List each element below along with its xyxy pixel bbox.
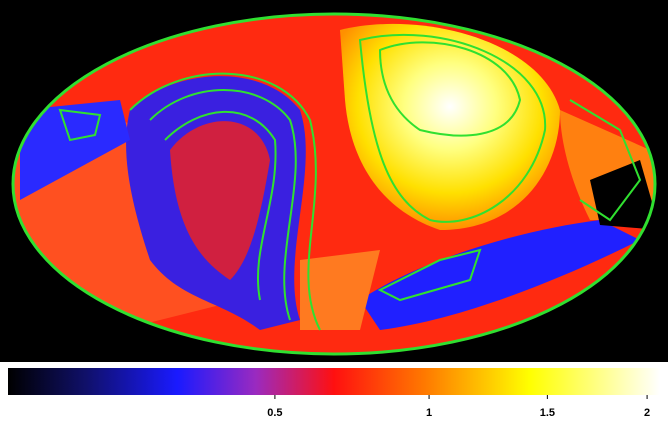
- colorbar-tick-label: 0.5: [267, 407, 282, 419]
- colorbar-tick-label: 1: [426, 407, 432, 419]
- colorbar-tick-label: 2: [644, 407, 650, 419]
- colorbar-tick-label: 1.5: [540, 407, 555, 419]
- colorbar: [8, 368, 660, 395]
- map-outline: [11, 12, 657, 356]
- sky-map: [13, 14, 655, 354]
